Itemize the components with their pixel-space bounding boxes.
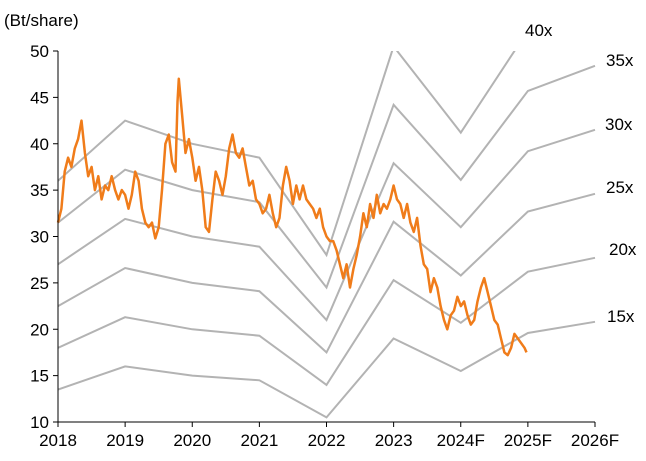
y-tick: 35: [30, 181, 58, 200]
y-tick-label: 20: [30, 320, 49, 339]
pe-band-label: 25x: [606, 178, 634, 197]
y-tick: 15: [30, 367, 58, 386]
x-tick: 2022: [308, 422, 346, 450]
y-tick-label: 35: [30, 181, 49, 200]
y-tick: 30: [30, 228, 58, 247]
x-axis-ticks: 2018 2019 2020 2021 2022 2023 2024F 2025F 2026F: [39, 422, 619, 450]
y-tick: 25: [30, 274, 58, 293]
y-tick: 45: [30, 88, 58, 107]
x-tick: 2020: [173, 422, 211, 450]
pe-band-15x: [58, 320, 596, 419]
y-tick-label: 45: [30, 88, 49, 107]
x-tick-label: 2018: [39, 431, 77, 450]
pe-band-label: 15x: [607, 307, 635, 326]
pe-band-20x: [58, 256, 596, 387]
y-tick: 20: [30, 320, 58, 339]
y-tick: 40: [30, 135, 58, 154]
pe-bands: [58, 51, 596, 419]
x-tick-label: 2019: [106, 431, 144, 450]
share-price-series: [56, 77, 528, 357]
x-tick: 2019: [106, 422, 144, 450]
x-tick-label: 2026F: [571, 431, 619, 450]
x-tick: 2026F: [571, 422, 619, 450]
x-tick-label: 2020: [173, 431, 211, 450]
pe-band-label: 40x: [525, 21, 553, 40]
y-tick-label: 10: [30, 413, 49, 432]
y-tick-label: 30: [30, 228, 49, 247]
x-tick: 2023: [375, 422, 413, 450]
y-axis-ticks: 10 15 20 25 30 35 40 45 50: [30, 42, 58, 432]
x-tick-label: 2022: [308, 431, 346, 450]
pe-band-40x: [58, 51, 516, 258]
x-tick-label: 2021: [240, 431, 278, 450]
y-tick: 50: [30, 42, 58, 61]
pe-band-labels: 15x 20x 25x 30x 35x 40x: [525, 21, 637, 326]
y-axis-title: (Bt/share): [4, 11, 79, 30]
pe-band-label: 30x: [605, 115, 633, 134]
share-price-line: [56, 77, 528, 357]
x-tick-label: 2025F: [504, 431, 552, 450]
pe-band-35x: [58, 64, 596, 290]
x-tick: 2021: [240, 422, 278, 450]
x-tick: 2018: [39, 422, 77, 450]
x-tick-label: 2023: [375, 431, 413, 450]
x-tick: 2024F: [437, 422, 485, 450]
x-tick: 2025F: [504, 422, 552, 450]
y-tick-label: 25: [30, 274, 49, 293]
x-tick-label: 2024F: [437, 431, 485, 450]
pe-band-25x: [58, 192, 596, 355]
pe-band-label: 20x: [609, 240, 637, 259]
y-tick-label: 15: [30, 367, 49, 386]
y-tick: 10: [30, 413, 58, 432]
y-tick-label: 50: [30, 42, 49, 61]
y-tick-label: 40: [30, 135, 49, 154]
pe-band-label: 35x: [606, 51, 634, 70]
